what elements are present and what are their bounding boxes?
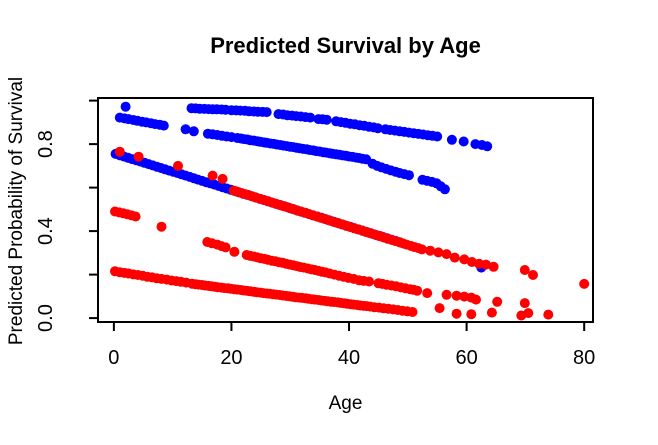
- red-group-point: [481, 259, 491, 270]
- y-tick-label: 0.0: [35, 304, 57, 332]
- red-group-point: [422, 288, 433, 299]
- blue-group-point: [180, 124, 191, 135]
- blue-group-point: [188, 126, 199, 137]
- red-group-point: [364, 276, 374, 287]
- red-group-point: [441, 289, 452, 300]
- red-group-point: [579, 278, 590, 289]
- blue-group-point: [321, 114, 332, 125]
- red-group-point: [229, 246, 240, 257]
- blue-group-point: [439, 184, 450, 195]
- red-group-point: [441, 249, 452, 260]
- red-group-point: [451, 308, 462, 319]
- red-group-point: [459, 254, 470, 265]
- blue-group-point: [458, 136, 469, 147]
- red-group-point: [492, 296, 503, 307]
- red-group-point: [407, 307, 418, 317]
- red-group-point: [207, 170, 218, 181]
- red-group-point: [156, 221, 167, 232]
- y-axis-label: Predicted Probability of Survival: [6, 76, 27, 346]
- blue-group-point: [305, 112, 316, 123]
- red-group-point: [114, 146, 125, 157]
- red-group-point: [528, 270, 538, 280]
- blue-group-point: [432, 131, 443, 142]
- red-group-point: [217, 173, 228, 184]
- red-group-point: [466, 309, 477, 320]
- red-group-point: [425, 245, 436, 256]
- blue-group-point: [120, 101, 131, 112]
- red-group-point: [523, 308, 534, 319]
- y-tick-label: 0.8: [35, 130, 57, 158]
- chart-title: Predicted Survival by Age: [210, 33, 481, 58]
- x-tick-label: 80: [573, 347, 595, 369]
- red-group-point: [412, 285, 423, 296]
- red-group-point: [471, 294, 481, 305]
- blue-group-point: [261, 107, 272, 118]
- x-axis-label: Age: [328, 393, 363, 414]
- blue-group-point: [482, 141, 493, 152]
- y-tick-label: 0.4: [35, 217, 57, 245]
- x-tick-label: 0: [108, 347, 119, 369]
- x-tick-label: 40: [338, 347, 360, 369]
- red-group-point: [434, 303, 445, 314]
- blue-group-point: [404, 170, 414, 181]
- red-group-point: [486, 307, 497, 318]
- x-tick-label: 60: [455, 347, 477, 369]
- red-group-point: [130, 211, 141, 222]
- red-group-point: [133, 151, 144, 162]
- red-group-point: [519, 265, 530, 275]
- red-group-point: [519, 298, 530, 309]
- x-tick-label: 20: [220, 347, 242, 369]
- red-group-point: [416, 244, 427, 255]
- blue-group-point: [158, 120, 169, 131]
- blue-group-point: [446, 134, 457, 145]
- red-group-point: [543, 309, 554, 320]
- red-group-point: [449, 252, 460, 263]
- red-group-point: [433, 247, 444, 258]
- plot-box: [97, 97, 594, 323]
- red-group-point: [173, 160, 183, 171]
- red-group-point: [451, 290, 462, 301]
- red-group-point: [488, 261, 499, 272]
- red-group-point: [220, 242, 231, 253]
- blue-group-point: [372, 123, 383, 134]
